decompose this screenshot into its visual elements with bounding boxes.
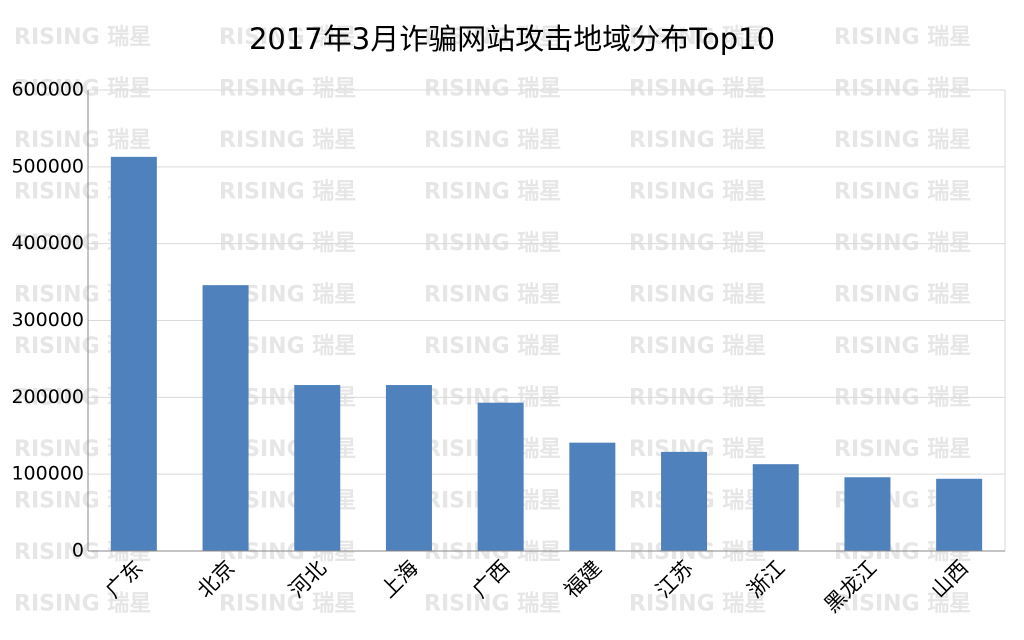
bar bbox=[661, 451, 708, 551]
bar bbox=[569, 442, 616, 551]
bar bbox=[936, 478, 983, 551]
watermark: RISING 瑞星 bbox=[629, 386, 766, 411]
watermark: RISING 瑞星 bbox=[629, 25, 766, 50]
watermark: RISING 瑞星 bbox=[629, 77, 766, 102]
watermark: RISING 瑞星 bbox=[14, 592, 151, 617]
watermark: RISING 瑞星 bbox=[219, 180, 356, 205]
watermark: RISING 瑞星 bbox=[629, 283, 766, 308]
y-tick-label: 100000 bbox=[11, 463, 84, 485]
watermark: RISING 瑞星 bbox=[424, 334, 561, 359]
watermark: RISING 瑞星 bbox=[424, 25, 561, 50]
watermark: RISING 瑞星 bbox=[14, 25, 151, 50]
watermark: RISING 瑞星 bbox=[629, 128, 766, 153]
x-tick-label: 福建 bbox=[559, 556, 606, 603]
watermark: RISING 瑞星 bbox=[629, 334, 766, 359]
watermark: RISING 瑞星 bbox=[834, 128, 971, 153]
watermark: RISING 瑞星 bbox=[834, 77, 971, 102]
bar bbox=[752, 464, 799, 551]
watermark: RISING 瑞星 bbox=[424, 592, 561, 617]
bar bbox=[385, 385, 432, 551]
bar bbox=[202, 285, 249, 551]
watermark: RISING 瑞星 bbox=[834, 386, 971, 411]
chart-title: 2017年3月诈骗网站攻击地域分布Top10 bbox=[249, 22, 775, 56]
watermark: RISING 瑞星 bbox=[219, 128, 356, 153]
y-tick-label: 500000 bbox=[11, 155, 84, 177]
watermark: RISING 瑞星 bbox=[834, 334, 971, 359]
watermark: RISING 瑞星 bbox=[14, 128, 151, 153]
watermark: RISING 瑞星 bbox=[14, 77, 151, 102]
watermark: RISING 瑞星 bbox=[629, 180, 766, 205]
bar bbox=[844, 477, 891, 551]
watermark: RISING 瑞星 bbox=[219, 25, 356, 50]
watermark: RISING 瑞星 bbox=[424, 77, 561, 102]
bar bbox=[477, 402, 524, 551]
y-tick-label: 400000 bbox=[11, 232, 84, 254]
y-tick-label: 300000 bbox=[11, 309, 84, 331]
watermark: RISING 瑞星 bbox=[834, 25, 971, 50]
watermark: RISING 瑞星 bbox=[834, 592, 971, 617]
bar bbox=[110, 156, 157, 551]
watermark: RISING 瑞星 bbox=[219, 592, 356, 617]
watermark: RISING 瑞星 bbox=[424, 180, 561, 205]
bar bbox=[294, 385, 341, 551]
watermark: RISING 瑞星 bbox=[834, 283, 971, 308]
watermark: RISING 瑞星 bbox=[834, 180, 971, 205]
y-tick-label: 200000 bbox=[11, 386, 84, 408]
watermark: RISING 瑞星 bbox=[834, 437, 971, 462]
watermark: RISING 瑞星 bbox=[219, 77, 356, 102]
y-tick-label: 0 bbox=[72, 540, 84, 562]
x-tick-label: 上海 bbox=[376, 556, 423, 603]
y-tick-label: 600000 bbox=[11, 79, 84, 101]
watermark: RISING 瑞星 bbox=[424, 128, 561, 153]
watermark: RISING 瑞星 bbox=[629, 592, 766, 617]
watermark: RISING 瑞星 bbox=[424, 283, 561, 308]
